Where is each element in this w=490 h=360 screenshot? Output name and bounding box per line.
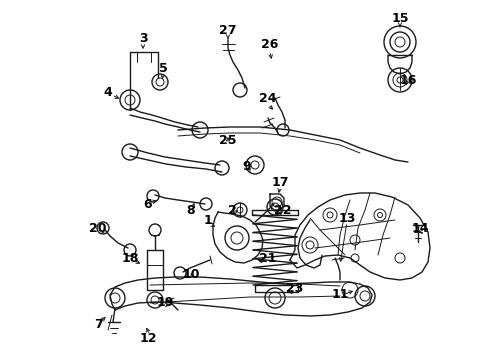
Text: 14: 14 [411, 221, 429, 234]
Text: 21: 21 [259, 252, 277, 265]
Text: 11: 11 [331, 288, 349, 302]
Text: 7: 7 [94, 319, 102, 332]
Text: 25: 25 [219, 134, 237, 147]
Text: 22: 22 [274, 203, 292, 216]
Text: 24: 24 [259, 91, 277, 104]
Text: 27: 27 [219, 23, 237, 36]
Text: 2: 2 [228, 203, 236, 216]
Text: 5: 5 [159, 62, 168, 75]
Text: 20: 20 [89, 221, 107, 234]
Text: 1: 1 [204, 213, 212, 226]
Text: 26: 26 [261, 39, 279, 51]
Text: 12: 12 [139, 332, 157, 345]
Text: 18: 18 [122, 252, 139, 265]
Text: 10: 10 [182, 267, 200, 280]
Text: 4: 4 [103, 85, 112, 99]
Text: 15: 15 [391, 12, 409, 24]
Text: 9: 9 [243, 161, 251, 174]
Text: 17: 17 [271, 176, 289, 189]
Text: 16: 16 [399, 73, 416, 86]
Text: 13: 13 [338, 211, 356, 225]
Text: 6: 6 [144, 198, 152, 211]
Text: 3: 3 [139, 31, 147, 45]
Text: 23: 23 [286, 282, 304, 294]
Text: 8: 8 [187, 203, 196, 216]
Text: 19: 19 [156, 296, 173, 309]
